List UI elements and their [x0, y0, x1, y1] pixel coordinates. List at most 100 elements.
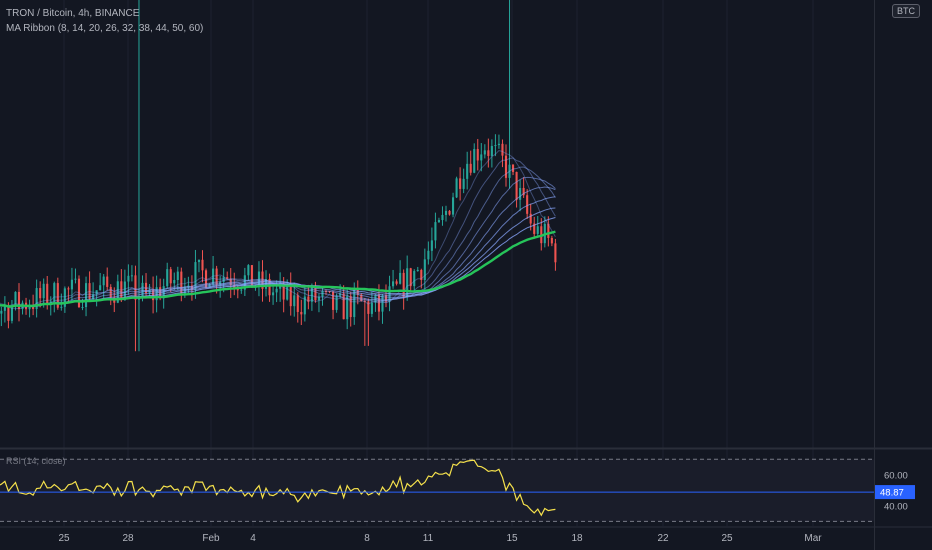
candle-body [466, 163, 469, 179]
candle-body [127, 275, 130, 282]
candle-body [459, 178, 462, 189]
ma-line-14 [0, 157, 556, 308]
candle-body [332, 291, 335, 310]
candle-body [77, 278, 81, 308]
time-axis[interactable]: 25 28 Feb 4 8 11 15 18 22 25 Mar [58, 533, 822, 544]
candle-body [169, 269, 172, 284]
rsi-legend[interactable]: RSI (14, close) [6, 456, 66, 466]
candle-body [194, 262, 197, 290]
time-tick-label: 15 [506, 533, 518, 544]
time-tick-label: Mar [804, 533, 822, 544]
candle-body [141, 282, 144, 297]
candle-body [547, 223, 550, 238]
candle-body [462, 178, 465, 189]
ma-line-44 [0, 207, 556, 308]
candle-body [395, 281, 398, 284]
ma-ribbon-legend[interactable]: MA Ribbon (8, 14, 20, 26, 32, 38, 44, 50… [6, 23, 204, 34]
ma-line-20 [0, 166, 556, 308]
candle-body [197, 259, 201, 263]
candle-body [247, 265, 250, 276]
candle-body [180, 271, 183, 295]
ma-line-8 [0, 150, 556, 310]
candle-body [144, 282, 148, 294]
candle-body [494, 145, 497, 147]
time-tick-label: 4 [250, 533, 256, 544]
candles [0, 0, 557, 352]
candle-body [441, 214, 444, 221]
candle-body [14, 291, 17, 306]
candle-body [423, 259, 426, 281]
candle-body [222, 277, 225, 282]
candle-body [173, 280, 176, 284]
candle-body [300, 311, 303, 315]
candle-body [533, 223, 536, 234]
candle-body [402, 272, 405, 298]
candle-body [455, 178, 458, 198]
candle-body [39, 288, 42, 299]
candle-body [81, 307, 84, 309]
candle-body [370, 302, 373, 314]
candle-body [74, 278, 77, 280]
candle-body [349, 296, 352, 318]
candle-body [257, 271, 261, 287]
candle-body [480, 154, 483, 161]
candle-body [321, 291, 324, 297]
candle-body [367, 301, 370, 314]
time-tick-label: Feb [202, 533, 220, 544]
candle-body [487, 150, 490, 156]
candle-body [187, 285, 190, 288]
candle-body [307, 296, 310, 302]
candle-body [339, 293, 342, 296]
candle-body [70, 279, 73, 290]
candle-body [201, 259, 204, 271]
candle-body [226, 277, 229, 279]
candle-body [504, 155, 508, 178]
rsi-pane [0, 458, 874, 522]
candle-body [46, 283, 49, 305]
candle-body [427, 250, 430, 260]
candle-body [293, 295, 296, 307]
rsi-value-label: 48.87 [880, 488, 904, 499]
candle-body [452, 197, 455, 215]
candle-body [95, 290, 98, 295]
candle-body [296, 295, 299, 312]
symbol-legend[interactable]: TRON / Bitcoin, 4h, BINANCE [6, 8, 140, 19]
candle-body [508, 164, 511, 178]
candle-body [384, 295, 388, 302]
time-tick-label: 25 [58, 533, 70, 544]
candle-body [406, 268, 409, 298]
candle-body [102, 276, 105, 286]
candle-body [120, 281, 123, 301]
candle-body [377, 294, 381, 312]
currency-badge[interactable]: BTC [892, 4, 920, 18]
candle-body [434, 222, 437, 241]
candle-body [289, 284, 292, 307]
candle-body [342, 293, 345, 320]
candle-body [497, 143, 500, 146]
ma-line-32 [0, 186, 556, 308]
candle-body [275, 288, 278, 293]
candle-body [282, 283, 285, 300]
candle-body [437, 220, 440, 223]
candle-body [511, 164, 515, 172]
candle-body [243, 275, 246, 290]
time-tick-label: 25 [721, 533, 733, 544]
candle-body [448, 210, 451, 215]
candle-body [314, 287, 317, 301]
ma-line-26 [0, 176, 556, 308]
price-axis[interactable]: 0.000000650.000000700.000000750.00000080… [875, 0, 932, 512]
rsi-tick-label: 40.00 [884, 501, 908, 512]
candle-body [42, 283, 45, 299]
ma-ribbon [0, 150, 556, 310]
candle-body [399, 272, 402, 284]
candle-body [317, 296, 321, 301]
candle-body [363, 301, 366, 303]
candle-body [63, 288, 66, 307]
candle-body [303, 296, 306, 315]
candle-body [476, 149, 479, 161]
candle-body [310, 287, 313, 302]
candle-body [236, 288, 239, 291]
candle-body [286, 284, 289, 300]
candle-body [116, 281, 119, 303]
